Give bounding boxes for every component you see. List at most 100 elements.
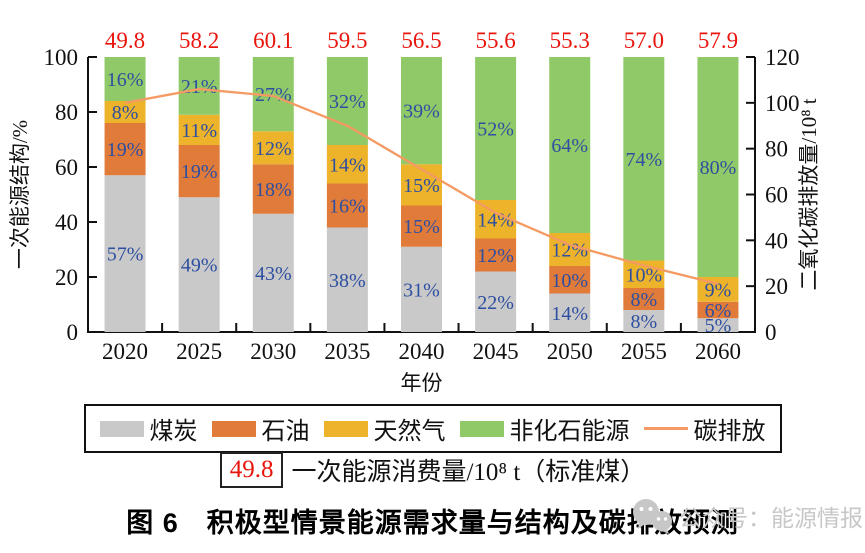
bar-segment-label: 14% — [329, 154, 366, 176]
top-value-label: 57.0 — [624, 28, 664, 53]
bar-segment-天然气-2035 — [326, 145, 368, 184]
y-right-tick-label: 0 — [765, 320, 777, 345]
bar-segment-label: 57% — [107, 244, 144, 266]
annotation-label: 一次能源消费量/10⁸ t（标准煤） — [291, 459, 646, 486]
bar-segment-非化石能源-2055 — [623, 57, 665, 261]
chart-canvas: 020406080100020406080100120202049.820255… — [8, 28, 821, 395]
bar-segment-label: 11% — [181, 120, 217, 142]
y-left-tick-label: 100 — [44, 45, 79, 70]
bar-segment-石油-2020 — [104, 123, 146, 176]
x-tick-label: 2060 — [695, 339, 741, 364]
bar-segment-label: 31% — [403, 279, 440, 301]
bar-segment-label: 32% — [329, 91, 366, 113]
y-right-tick-label: 80 — [765, 137, 788, 162]
bar-segment-煤炭-2055 — [623, 310, 665, 332]
annotation-value-box: 49.8 — [219, 452, 284, 488]
top-value-label: 58.2 — [179, 28, 219, 53]
annotation-row: 49.8 一次能源消费量/10⁸ t（标准煤） — [0, 452, 865, 488]
bar-segment-煤炭-2040 — [401, 246, 442, 332]
bar-segment-label: 43% — [255, 263, 292, 285]
bar-segment-非化石能源-2025 — [178, 57, 220, 115]
legend-item-非化石能源: 非化石能源 — [459, 411, 630, 446]
bar-segment-label: 12% — [255, 138, 292, 160]
bar-segment-label: 18% — [255, 179, 292, 201]
legend-item-煤炭: 煤炭 — [99, 411, 198, 446]
bar-segment-非化石能源-2050 — [549, 57, 591, 233]
legend-swatch — [211, 420, 256, 437]
bar-segment-非化石能源-2060 — [697, 57, 739, 277]
y-left-tick-label: 20 — [55, 265, 78, 290]
legend-line-swatch — [643, 427, 688, 430]
bar-segment-label: 14% — [551, 303, 588, 325]
legend-label: 天然气 — [373, 419, 446, 445]
bar-segment-label: 12% — [477, 245, 514, 267]
bar-segment-label: 14% — [477, 209, 514, 231]
bar-segment-label: 5% — [705, 315, 732, 337]
top-value-label: 57.9 — [698, 28, 738, 53]
x-axis-title: 年份 — [401, 371, 443, 395]
bar-segment-天然气-2020 — [104, 101, 146, 123]
bar-segment-天然气-2025 — [178, 114, 220, 145]
bar-segment-石油-2035 — [326, 183, 368, 228]
legend-label: 碳排放 — [693, 419, 766, 445]
y-left-tick-label: 80 — [55, 100, 78, 125]
bar-segment-煤炭-2060 — [697, 318, 739, 332]
bar-segment-石油-2045 — [475, 238, 517, 272]
x-tick-label: 2040 — [399, 339, 445, 364]
y-left-axis-title: 一次能源结构/% — [8, 120, 32, 269]
bar-segment-煤炭-2025 — [178, 197, 220, 332]
bar-segment-label: 15% — [403, 216, 440, 238]
bar-segment-煤炭-2045 — [475, 271, 517, 332]
bar-segment-label: 6% — [705, 300, 732, 322]
y-right-axis-title: 二氧化碳排放量/10⁸ t — [797, 98, 821, 290]
watermark: 公众号：能源情报 — [629, 497, 863, 535]
wechat-icon — [633, 499, 672, 534]
bar-segment-石油-2040 — [401, 205, 442, 247]
legend-swatch — [459, 420, 504, 437]
bar-segment-label: 49% — [181, 255, 218, 277]
y-right-tick-label: 100 — [765, 91, 800, 116]
bar-segment-label: 10% — [625, 264, 662, 286]
legend-item-碳排放: 碳排放 — [643, 411, 766, 446]
bar-segment-label: 21% — [181, 76, 218, 98]
bar-segment-天然气-2030 — [252, 131, 294, 165]
bar-segment-label: 38% — [329, 270, 366, 292]
bar-segment-label: 52% — [477, 119, 514, 141]
bar-segment-煤炭-2030 — [252, 213, 294, 332]
bar-segment-label: 8% — [630, 289, 657, 311]
bar-segment-label: 19% — [107, 139, 144, 161]
legend: 煤炭 石油 天然气 非化石能源 碳排放 — [83, 404, 782, 453]
y-right-tick-label: 40 — [765, 228, 788, 253]
top-value-label: 55.3 — [550, 28, 590, 53]
carbon-emission-line — [124, 87, 719, 285]
legend-swatch — [323, 420, 368, 437]
bar-segment-非化石能源-2035 — [326, 57, 368, 145]
top-value-label: 49.8 — [105, 28, 145, 53]
y-left-tick-label: 60 — [55, 155, 78, 180]
x-tick-label: 2055 — [621, 339, 667, 364]
bar-segment-石油-2060 — [697, 301, 739, 319]
watermark-text: 公众号：能源情报 — [679, 505, 863, 531]
bar-segment-label: 39% — [403, 101, 440, 123]
bar-segment-label: 10% — [551, 270, 588, 292]
x-tick-label: 2020 — [102, 339, 148, 364]
bar-segment-石油-2030 — [252, 164, 294, 214]
bar-segment-label: 16% — [329, 196, 366, 218]
top-value-label: 59.5 — [327, 28, 367, 53]
x-tick-label: 2045 — [473, 339, 519, 364]
bar-segment-label: 19% — [181, 161, 218, 183]
top-value-label: 60.1 — [253, 28, 293, 53]
bar-segment-label: 74% — [625, 149, 662, 171]
bar-segment-label: 8% — [630, 311, 657, 333]
bar-segment-煤炭-2020 — [104, 175, 146, 332]
x-tick-label: 2030 — [250, 339, 296, 364]
y-left-tick-label: 0 — [67, 320, 79, 345]
bar-segment-label: 64% — [551, 135, 588, 157]
bar-segment-非化石能源-2040 — [401, 57, 442, 165]
x-tick-label: 2050 — [547, 339, 593, 364]
y-right-tick-label: 120 — [765, 45, 800, 70]
bar-segment-煤炭-2035 — [326, 227, 368, 332]
x-tick-label: 2025 — [176, 339, 222, 364]
bar-segment-石油-2025 — [178, 145, 220, 198]
